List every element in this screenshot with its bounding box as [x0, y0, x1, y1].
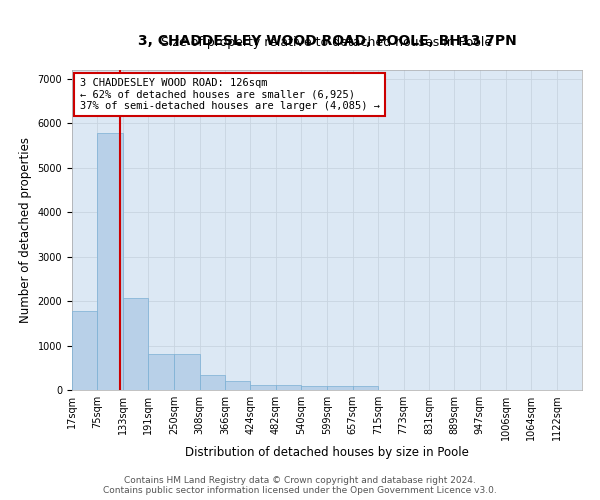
Title: 3, CHADDESLEY WOOD ROAD, POOLE, BH13 7PN: 3, CHADDESLEY WOOD ROAD, POOLE, BH13 7PN — [137, 34, 517, 48]
Bar — [148, 354, 174, 390]
Bar — [225, 382, 250, 390]
Text: Contains HM Land Registry data © Crown copyright and database right 2024.
Contai: Contains HM Land Registry data © Crown c… — [103, 476, 497, 495]
Bar — [353, 386, 378, 390]
Y-axis label: Number of detached properties: Number of detached properties — [19, 137, 32, 323]
Bar — [327, 386, 353, 390]
Bar — [97, 133, 123, 390]
Bar — [72, 311, 97, 390]
Bar — [174, 354, 200, 390]
Bar — [123, 298, 148, 390]
Bar — [276, 385, 301, 390]
Bar — [250, 384, 276, 390]
X-axis label: Distribution of detached houses by size in Poole: Distribution of detached houses by size … — [185, 446, 469, 459]
Bar — [301, 386, 327, 390]
Text: Size of property relative to detached houses in Poole: Size of property relative to detached ho… — [161, 36, 493, 49]
Bar — [200, 375, 225, 390]
Text: 3 CHADDESLEY WOOD ROAD: 126sqm
← 62% of detached houses are smaller (6,925)
37% : 3 CHADDESLEY WOOD ROAD: 126sqm ← 62% of … — [80, 78, 380, 111]
